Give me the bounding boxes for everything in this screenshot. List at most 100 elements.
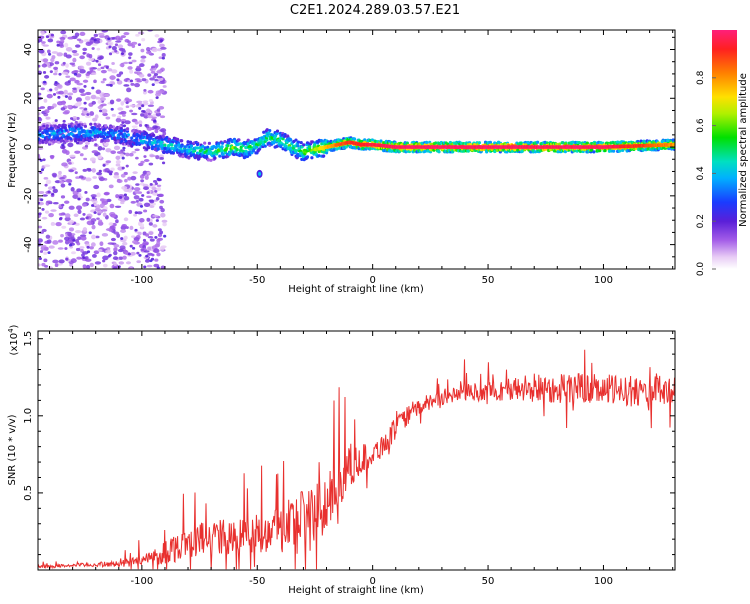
ridge-cell (335, 147, 339, 151)
noise-speckle (151, 253, 155, 257)
noise-speckle (59, 180, 65, 184)
ridge-cell (93, 137, 97, 142)
noise-speckle (118, 196, 123, 199)
ridge-cell (172, 148, 177, 152)
figure-title: C2E1.2024.289.03.57.E21 (290, 3, 460, 18)
ridge-cell (529, 150, 533, 154)
noise-speckle (72, 115, 78, 120)
noise-speckle (141, 37, 146, 42)
noise-speckle (68, 243, 73, 247)
noise-speckle (130, 175, 137, 181)
noise-speckle (72, 57, 77, 63)
ridge-cell (130, 136, 134, 140)
noise-speckle (123, 235, 128, 240)
colorbar-tick-label: 0.2 (696, 214, 706, 228)
noise-speckle (144, 259, 150, 263)
noise-speckle (145, 233, 150, 237)
noise-speckle (89, 198, 97, 202)
noise-speckle (111, 61, 115, 65)
ridge-cell (426, 149, 430, 153)
noise-speckle (44, 109, 50, 114)
ridge-cell (189, 154, 193, 158)
noise-speckle (161, 219, 168, 223)
noise-speckle (139, 63, 145, 68)
noise-speckle (60, 30, 67, 35)
noise-speckle (157, 228, 162, 232)
noise-speckle (79, 246, 85, 249)
noise-speckle (110, 214, 116, 218)
noise-speckle (65, 178, 73, 183)
noise-speckle (109, 172, 113, 176)
y-tick-label: 0.5 (23, 485, 34, 501)
ridge-cell (174, 144, 178, 148)
noise-speckle (131, 41, 138, 45)
noise-speckle (120, 149, 126, 152)
noise-speckle (100, 80, 105, 84)
noise-speckle (131, 59, 137, 63)
ridge-cell (488, 140, 492, 145)
noise-speckle (42, 158, 46, 162)
noise-speckle (143, 155, 147, 158)
noise-speckle (40, 198, 44, 202)
noise-speckle (62, 111, 70, 115)
colorbar-gradient (712, 30, 737, 269)
x-tick-label: 100 (594, 576, 613, 587)
noise-speckle (72, 52, 80, 57)
noise-speckle (100, 69, 107, 74)
noise-speckle (149, 259, 153, 263)
ridge-cell (526, 141, 530, 145)
ridge-cell (77, 138, 81, 142)
spectrogram-x-label: Height of straight line (km) (288, 284, 424, 295)
noise-speckle (142, 241, 149, 246)
noise-speckle (88, 57, 95, 62)
noise-speckle (134, 82, 140, 88)
noise-speckle (76, 205, 83, 211)
noise-speckle (67, 142, 74, 148)
ridge-cell (224, 148, 228, 152)
noise-speckle (69, 77, 76, 82)
noise-speckle (134, 121, 139, 125)
noise-speckle (38, 49, 45, 54)
noise-speckle (120, 101, 125, 106)
noise-speckle (128, 209, 133, 214)
noise-speckle (146, 217, 151, 222)
noise-speckle (138, 73, 145, 78)
ridge-cell (186, 155, 191, 159)
ridge-cell (454, 141, 458, 146)
noise-speckle (91, 47, 95, 50)
noise-speckle (153, 119, 157, 123)
noise-speckle (69, 154, 76, 158)
noise-speckle (62, 119, 66, 123)
noise-speckle (38, 191, 45, 194)
ridge-cell (156, 147, 160, 151)
noise-speckle (124, 178, 128, 183)
noise-speckle (147, 114, 154, 119)
noise-speckle (75, 141, 80, 145)
noise-speckle (69, 263, 74, 267)
spectrogram-frame (37, 29, 676, 270)
noise-speckle (146, 191, 150, 194)
noise-speckle (85, 177, 92, 182)
noise-speckle (47, 49, 51, 54)
noise-speckle (115, 219, 119, 224)
noise-speckle (128, 56, 132, 60)
noise-speckle (127, 66, 133, 70)
noise-speckle (45, 179, 52, 185)
snr-panel: -100 -50 0 50 100 0.5 1.0 1.5 Height of straig… (7, 324, 676, 596)
noise-speckle (130, 82, 135, 86)
ridge-cell (437, 150, 441, 154)
noise-speckle (47, 38, 54, 43)
noise-speckle (123, 84, 130, 87)
noise-speckle (129, 79, 134, 83)
noise-speckle (151, 47, 158, 53)
ridge-cell (188, 140, 193, 144)
noise-speckle (44, 183, 48, 187)
noise-speckle (152, 192, 159, 196)
noise-speckle (131, 246, 136, 250)
noise-speckle (147, 235, 154, 239)
noise-speckle (156, 108, 161, 112)
noise-speckle (154, 122, 159, 126)
noise-speckle (155, 155, 160, 160)
noise-speckle (134, 148, 140, 152)
noise-speckle (152, 125, 158, 129)
